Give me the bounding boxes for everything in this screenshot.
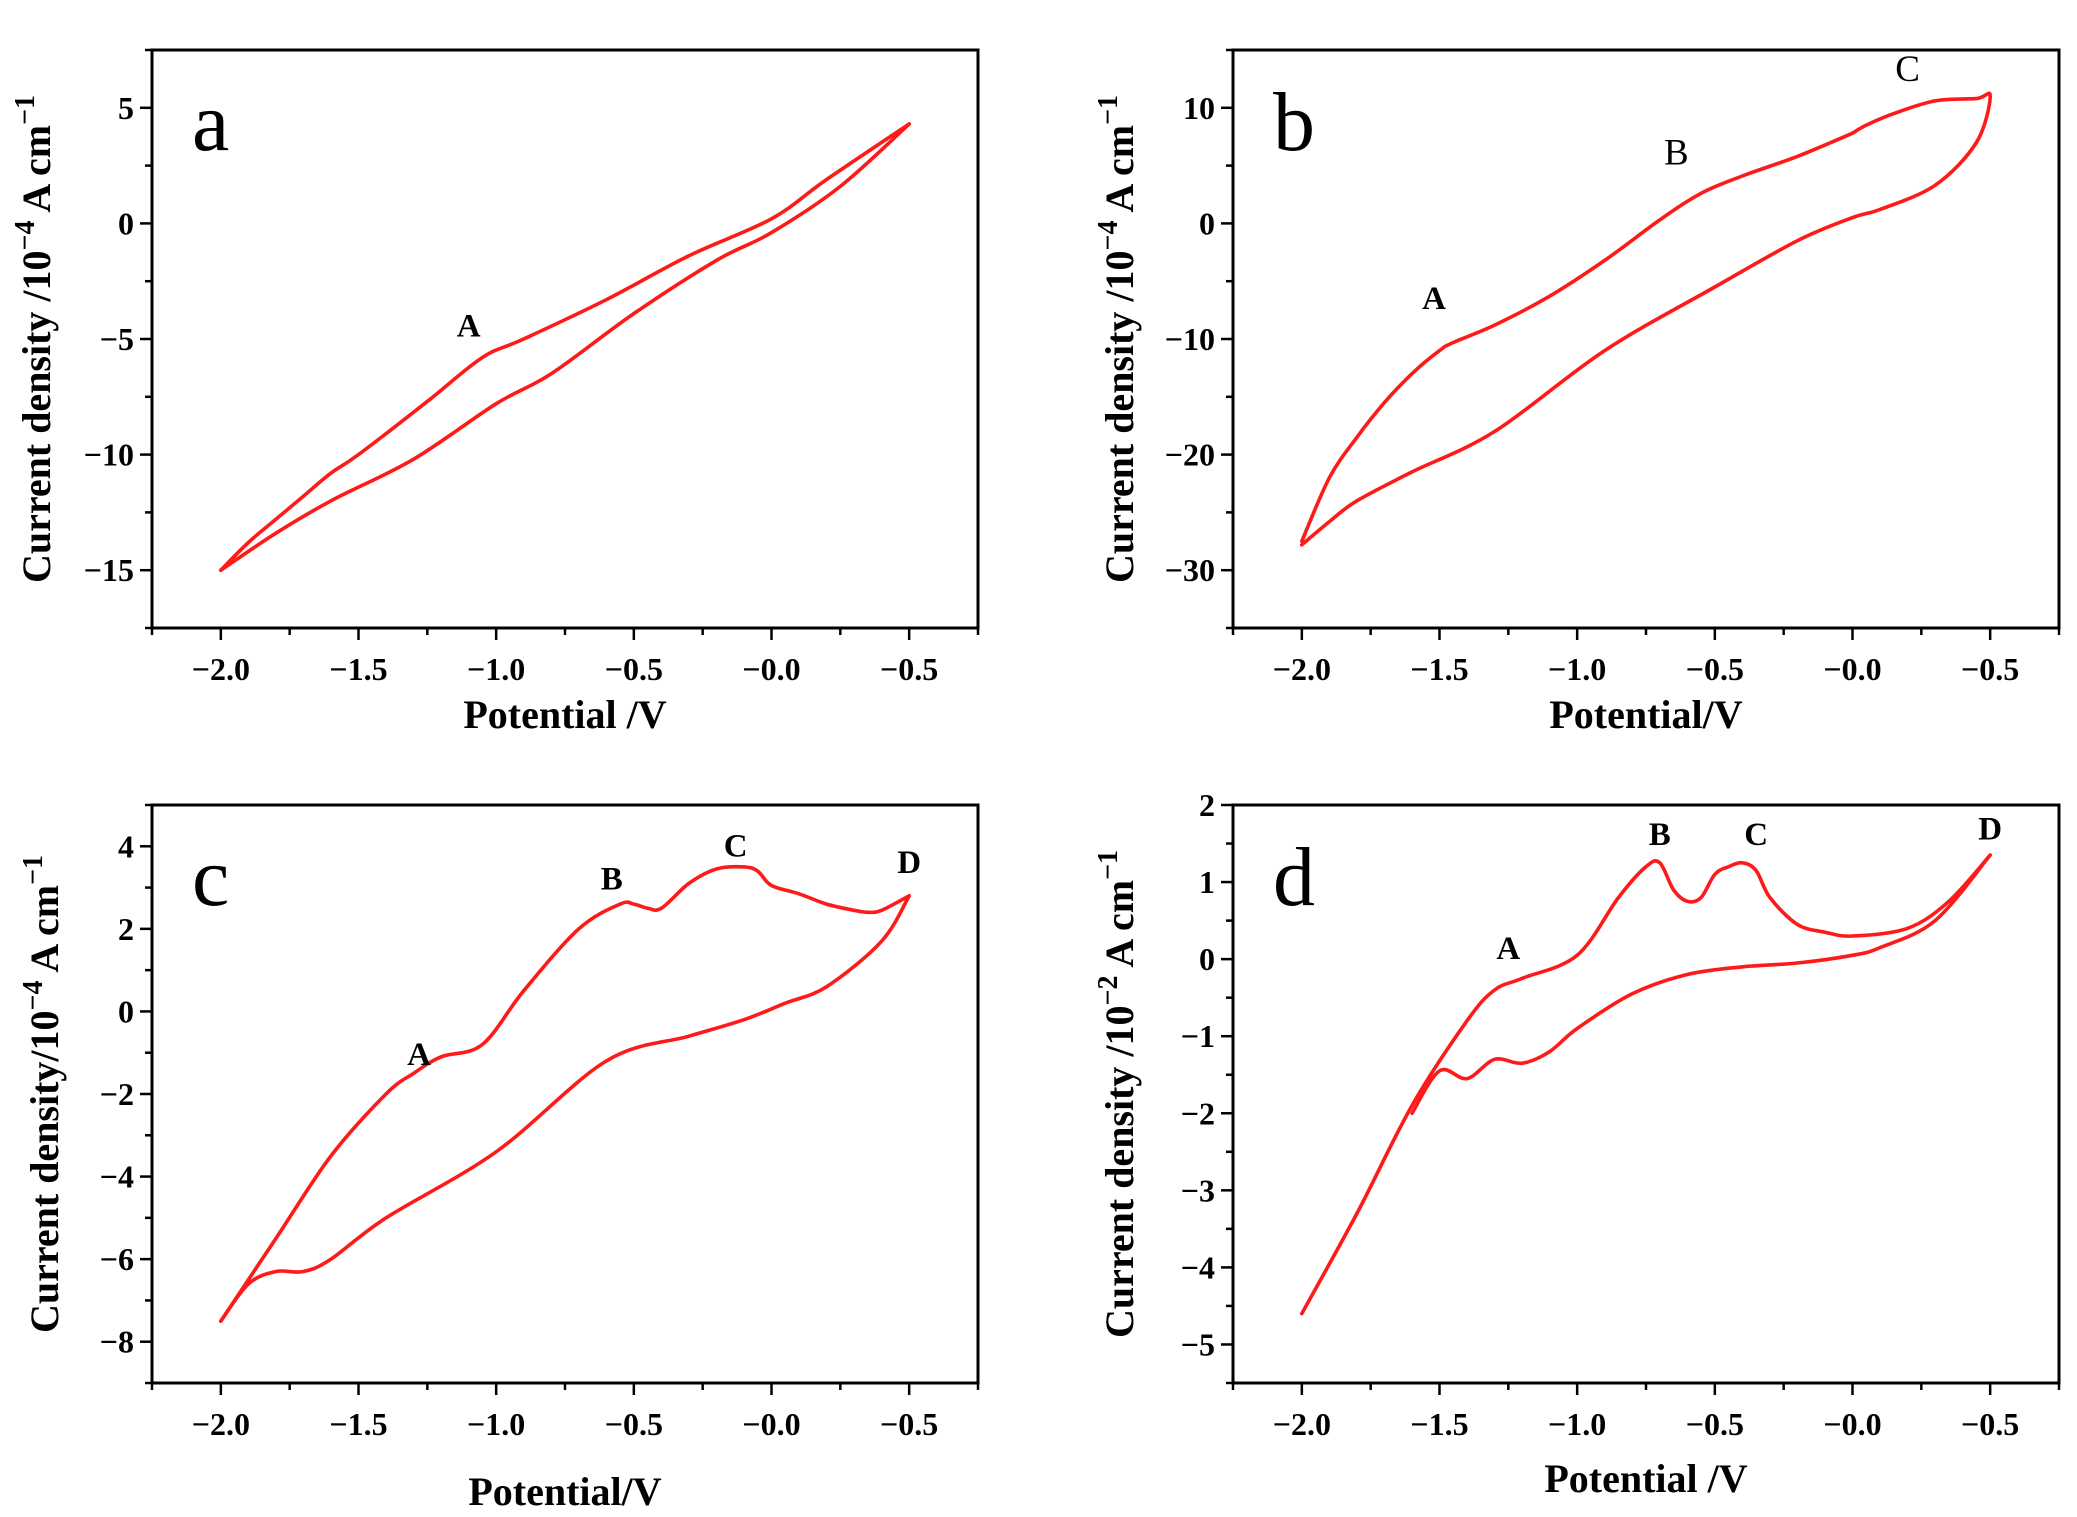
x-tick-label: −1.0 bbox=[1548, 1406, 1606, 1442]
y-axis-title: Current density /10−2 A cm−1 bbox=[1093, 850, 1142, 1338]
panel-b: −2.0 −1.5 −1.0 −0.5 −0.0 −0.5 −30 −20 −10 0 10 Pote… bbox=[1093, 48, 2061, 737]
x-tick-label: −0.0 bbox=[742, 1406, 800, 1442]
y-tick-label: −10 bbox=[1165, 321, 1215, 357]
x-tick-label: −1.5 bbox=[1410, 1406, 1468, 1442]
series-line bbox=[1300, 91, 1992, 547]
x-axis-title: Potential /V bbox=[1544, 1456, 1747, 1501]
x-axis-title: Potential /V bbox=[463, 692, 666, 737]
x-tick-label: −0.5 bbox=[1686, 1406, 1744, 1442]
x-tick-label: −1.0 bbox=[467, 651, 525, 687]
y-tick-label: −1 bbox=[1181, 1018, 1215, 1054]
x-tick-label: −0.5 bbox=[605, 1406, 663, 1442]
peak-label: C bbox=[724, 829, 748, 865]
panel-d: −2.0 −1.5 −1.0 −0.5 −0.0 −0.5 −5 −4 −3 −2 −1 0 1 2 Pot… bbox=[1093, 787, 2061, 1501]
y-tick-label: −5 bbox=[1181, 1326, 1215, 1362]
x-tick-label: −2.0 bbox=[1273, 651, 1331, 687]
series-line bbox=[219, 894, 911, 1323]
y-tick-label: 0 bbox=[1199, 941, 1215, 977]
x-tick-label: −2.0 bbox=[192, 1406, 250, 1442]
x-tick-label: −1.5 bbox=[329, 1406, 387, 1442]
peak-label: D bbox=[897, 845, 921, 881]
peak-label: A bbox=[1422, 281, 1446, 317]
y-tick-label: 0 bbox=[118, 205, 134, 241]
series-line bbox=[1300, 131, 1855, 544]
peak-label: B bbox=[601, 862, 623, 898]
panel-letter: d bbox=[1273, 831, 1315, 924]
x-axis-title: Potential/V bbox=[1549, 692, 1742, 737]
y-tick-label: −10 bbox=[84, 437, 134, 473]
peak-label: D bbox=[1978, 812, 2002, 848]
y-axis-title: Current density /10−4 A cm−1 bbox=[1093, 95, 1142, 583]
plot-frame bbox=[1231, 803, 2061, 1385]
peak-label: C bbox=[1895, 49, 1920, 90]
y-tick-label: 0 bbox=[1199, 205, 1215, 241]
y-axis-title: Current density /10−4 A cm−1 bbox=[10, 95, 59, 583]
x-tick-label: −1.5 bbox=[329, 651, 387, 687]
y-tick-label: −5 bbox=[100, 321, 134, 357]
y-tick-label: −4 bbox=[100, 1159, 134, 1195]
y-tick-label: −30 bbox=[1165, 552, 1215, 588]
y-tick-label: 10 bbox=[1183, 90, 1215, 126]
x-tick-label: −1.5 bbox=[1410, 651, 1468, 687]
y-tick-label: −3 bbox=[1181, 1172, 1215, 1208]
y-tick-label: 4 bbox=[118, 828, 134, 864]
y-tick-label: 2 bbox=[1199, 787, 1215, 823]
x-tick-label: −0.5 bbox=[1686, 651, 1744, 687]
x-tick-label: −0.0 bbox=[1823, 651, 1881, 687]
x-tick-label: −0.0 bbox=[1823, 1406, 1881, 1442]
series-line bbox=[1300, 853, 1992, 1316]
peak-label: B bbox=[1649, 817, 1671, 853]
peak-label: C bbox=[1744, 817, 1768, 853]
peak-label: A bbox=[407, 1037, 431, 1073]
x-axis-title: Potential/V bbox=[468, 1469, 661, 1514]
y-tick-label: 0 bbox=[118, 993, 134, 1029]
peak-label: A bbox=[457, 309, 481, 345]
x-tick-label: −2.0 bbox=[1273, 1406, 1331, 1442]
y-tick-label: −20 bbox=[1165, 437, 1215, 473]
plot-frame bbox=[150, 48, 980, 630]
y-tick-label: 5 bbox=[118, 90, 134, 126]
y-tick-label: −8 bbox=[100, 1324, 134, 1360]
panel-letter: b bbox=[1273, 76, 1315, 169]
peak-label: A bbox=[1496, 931, 1520, 967]
y-tick-label: −15 bbox=[84, 552, 134, 588]
x-tick-label: −1.0 bbox=[467, 1406, 525, 1442]
y-tick-label: 2 bbox=[118, 911, 134, 947]
panel-letter: a bbox=[192, 76, 229, 169]
y-tick-label: −4 bbox=[1181, 1249, 1215, 1285]
panel-a: −2.0 −1.5 −1.0 −0.5 −0.0 −0.5 −15 −10 −5 0 5 Potent… bbox=[10, 48, 980, 737]
y-tick-label: −6 bbox=[100, 1241, 134, 1277]
series-line bbox=[219, 122, 911, 572]
x-tick-label: −1.0 bbox=[1548, 651, 1606, 687]
x-tick-label: −0.5 bbox=[880, 1406, 938, 1442]
peak-label: B bbox=[1664, 132, 1689, 173]
x-tick-label: −0.5 bbox=[1961, 651, 2019, 687]
y-tick-label: −2 bbox=[1181, 1095, 1215, 1131]
x-tick-label: −0.5 bbox=[1961, 1406, 2019, 1442]
x-tick-label: −0.0 bbox=[742, 651, 800, 687]
x-tick-label: −0.5 bbox=[880, 651, 938, 687]
plot-frame bbox=[1231, 48, 2061, 630]
series-line bbox=[219, 864, 911, 1323]
panel-letter: c bbox=[192, 831, 229, 924]
series-line bbox=[219, 122, 911, 572]
series-line bbox=[1410, 853, 1992, 1116]
y-tick-label: −2 bbox=[100, 1076, 134, 1112]
panel-c: −2.0 −1.5 −1.0 −0.5 −0.0 −0.5 −8 −6 −4 −2 0 2 4 Poten… bbox=[18, 803, 980, 1514]
x-tick-label: −0.5 bbox=[605, 651, 663, 687]
y-tick-label: 1 bbox=[1199, 864, 1215, 900]
y-axis-title: Current density/10−4 A cm−1 bbox=[18, 855, 67, 1333]
x-tick-label: −2.0 bbox=[192, 651, 250, 687]
